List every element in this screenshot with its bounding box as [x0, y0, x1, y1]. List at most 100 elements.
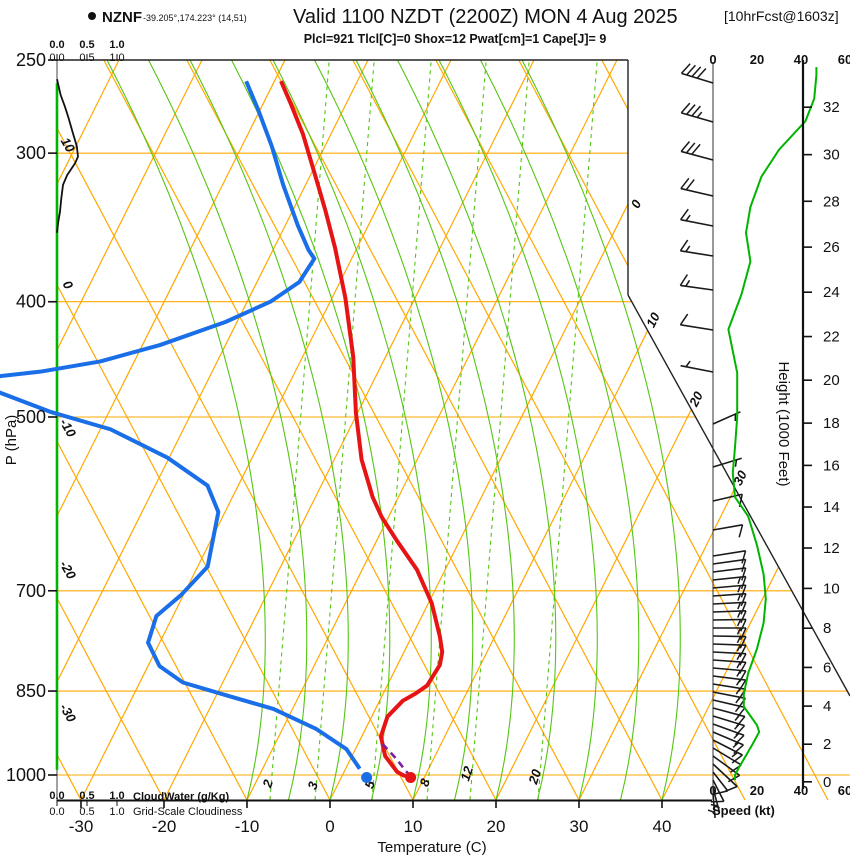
temperature-axis-title: Temperature (C) — [377, 839, 486, 856]
speed-scale-label: 20 — [750, 52, 764, 67]
pressure-tick-label: 250 — [16, 50, 46, 70]
mixing-ratio-label: 8 — [416, 776, 433, 788]
pressure-tick-label: 300 — [16, 143, 46, 163]
height-tick-label: 16 — [823, 457, 840, 474]
speed-scale-label: 0 — [709, 52, 716, 67]
wind-barb-half — [735, 706, 739, 712]
height-tick-label: 6 — [823, 659, 831, 676]
height-tick-label: 4 — [823, 698, 831, 715]
isotherm-line — [579, 60, 850, 800]
pressure-tick-label: 1000 — [6, 765, 46, 785]
height-tick-label: 18 — [823, 415, 840, 432]
cloudiness-axis-title: Grid-Scale Cloudiness — [133, 806, 243, 818]
cloud-scale-label: 1.0 — [109, 52, 124, 64]
mixing-ratio-line — [427, 60, 486, 800]
cloud-scale-label: 0.5 — [79, 39, 94, 51]
height-tick-label: 12 — [823, 540, 840, 557]
pressure-axis-title: P (hPa) — [3, 415, 20, 466]
wind-barb — [681, 361, 713, 372]
isotherm-label: 0 — [628, 197, 645, 211]
speed-scale-label: 20 — [750, 783, 764, 798]
temperature-tick-label: 20 — [487, 817, 506, 836]
height-tick-label: 0 — [823, 774, 831, 791]
wind-barb-staff — [713, 568, 746, 572]
wind-barb — [681, 142, 713, 160]
mixing-ratio-label: 12 — [457, 764, 476, 783]
height-tick-label: 8 — [823, 620, 831, 637]
wind-barb — [680, 240, 713, 256]
pressure-tick-label: 850 — [16, 681, 46, 701]
cloud-scale-label: 0.0 — [49, 52, 64, 64]
dry-adiabat-label: 0 — [60, 278, 77, 292]
wind-barb-staff — [713, 525, 743, 530]
wind-barb-half — [735, 460, 736, 467]
isotherm-line — [330, 60, 700, 800]
moist-adiabat-line — [107, 60, 265, 800]
wind-barb-staff — [713, 644, 746, 645]
wind-barb — [713, 652, 746, 665]
pressure-tick-label: 700 — [16, 581, 46, 601]
temperature-tick-label: -20 — [152, 817, 177, 836]
valid-time: Valid 1100 NZDT (2200Z) MON 4 Aug 2025 — [293, 6, 678, 28]
wind-barb — [713, 458, 742, 467]
temperature-tick-label: 0 — [325, 817, 334, 836]
wind-barb-staff — [713, 585, 746, 588]
mixing-ratio-label: 2 — [259, 777, 276, 790]
wind-barb-half — [736, 697, 740, 703]
isotherm-line — [81, 60, 451, 800]
cloud-scale-label: 1.0 — [109, 806, 124, 818]
wind-barb-full — [680, 275, 687, 286]
wind-barb-full — [680, 240, 687, 251]
cloud-scale-label: 1.0 — [109, 39, 124, 51]
station-bullet-icon — [88, 12, 96, 20]
mixing-ratio-label: 3 — [304, 779, 321, 791]
temperature-tick-label: -30 — [69, 817, 94, 836]
cloudiness-curve — [57, 79, 78, 233]
wind-barb-staff — [713, 708, 745, 717]
wind-barb-half — [735, 715, 739, 720]
cloud-scale-label: 0.5 — [79, 806, 94, 818]
mixing-ratio-line — [538, 60, 597, 800]
wind-barb-staff — [681, 189, 713, 196]
temperature-tick-label: 30 — [570, 817, 589, 836]
wind-barb-half — [738, 620, 741, 626]
wind-barb — [681, 209, 713, 226]
wind-barb-staff — [713, 692, 745, 698]
temperature-tick-label: -10 — [235, 817, 260, 836]
wind-barb — [681, 64, 713, 83]
wind-barb — [713, 660, 746, 674]
wind-barb-staff — [713, 636, 746, 637]
wind-barb-staff — [713, 700, 745, 707]
stability-indices: Plcl=921 Tlcl[C]=0 Shox=12 Pwat[cm]=1 Ca… — [304, 32, 607, 46]
speed-axis-title: Speed (kt) — [712, 803, 775, 818]
wind-barb-staff — [713, 577, 746, 580]
wind-barb-staff — [681, 366, 713, 372]
wind-barb — [680, 275, 713, 290]
dry-adiabat-line — [187, 60, 579, 800]
speed-scale-label: 60 — [838, 783, 850, 798]
speed-scale-label: 40 — [794, 783, 808, 798]
wind-barb — [713, 525, 743, 538]
isotherm-label: 20 — [686, 388, 707, 409]
wind-barb-half — [738, 611, 741, 617]
moist-adiabat-line — [481, 60, 639, 800]
wind-barb-half — [738, 594, 741, 601]
cloud-scale-label: 0.0 — [49, 806, 64, 818]
wind-barb-full — [739, 525, 742, 538]
surface-temperature-dot — [405, 772, 416, 783]
speed-scale-label: 40 — [794, 52, 808, 67]
wind-barb-staff — [713, 594, 746, 596]
wind-barb-half — [686, 361, 690, 367]
isotherm-line — [164, 60, 534, 800]
plot-borders — [57, 60, 850, 801]
wind-barb-full — [715, 791, 728, 794]
wind-barb — [680, 314, 713, 330]
cloudwater-axis-title: CloudWater (g/Kg) — [133, 791, 229, 803]
height-tick-label: 10 — [823, 580, 840, 597]
wind-barb-staff — [680, 325, 713, 330]
moist-adiabat-line — [439, 60, 597, 800]
surface-dewpoint-dot — [361, 772, 372, 783]
dry-adiabat-line — [519, 60, 850, 800]
